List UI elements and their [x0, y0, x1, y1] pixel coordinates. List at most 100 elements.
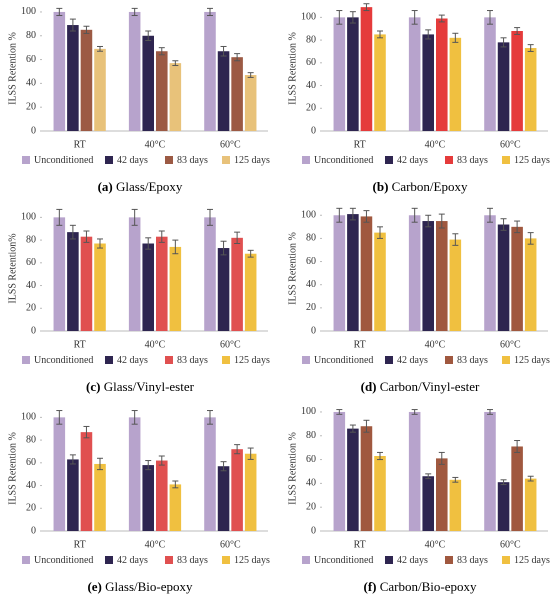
y-axis-label: ILSS Retention% [7, 233, 18, 303]
y-tick-label: 60 [26, 257, 36, 268]
bar [374, 456, 386, 531]
error-bar [377, 30, 384, 39]
bar [484, 17, 496, 132]
x-tick-label: 40°C [425, 339, 446, 350]
error-bar [452, 476, 459, 483]
error-bar [336, 409, 343, 415]
legend-label: Unconditioned [314, 555, 373, 566]
legend-label: 125 days [514, 555, 550, 566]
y-axis-label: ILSS Retention % [287, 32, 298, 105]
error-bar [172, 60, 179, 67]
error-bar [220, 240, 227, 256]
caption-label: (c) [86, 379, 100, 394]
legend-swatch [445, 356, 453, 364]
y-tick-label: 100 [301, 406, 316, 417]
legend-label: 83 days [177, 155, 208, 166]
error-bar [206, 7, 213, 17]
y-tick-label: 60 [26, 54, 36, 65]
error-bar [247, 249, 254, 258]
panel: ILSS Retention % 0 20 40 60 80 100 RT 40°C 60°C Un… [7, 6, 270, 194]
bar [511, 31, 523, 131]
bar [217, 51, 230, 131]
error-bar [349, 424, 356, 433]
legend-label: 42 days [397, 555, 428, 566]
y-tick-label: 20 [306, 302, 316, 313]
bar [436, 221, 448, 331]
y-tick-label: 100 [21, 412, 36, 423]
legend-label: 42 days [117, 555, 148, 566]
x-tick-label: 60°C [220, 139, 241, 150]
bar [80, 432, 93, 531]
error-bar [425, 29, 432, 40]
legend-swatch [22, 156, 30, 164]
caption-label: (d) [361, 379, 377, 394]
y-tick-label: 20 [26, 503, 36, 514]
panel: ILSS Retention % 0 20 40 60 80 100 RT 40°C 60°C Un… [7, 410, 270, 594]
error-bar [158, 230, 165, 243]
legend-swatch [222, 556, 230, 564]
bar [231, 449, 243, 531]
x-tick-label: 60°C [220, 339, 241, 350]
bar [244, 453, 257, 531]
y-tick-label: 100 [301, 210, 316, 221]
bar [169, 484, 182, 531]
legend-swatch [502, 556, 510, 564]
caption-label: (a) [98, 179, 113, 194]
panel: ILSS Retention % 0 20 40 60 80 100 RT 40°C 60°C Un… [287, 406, 550, 594]
y-tick-label: 100 [21, 212, 36, 223]
bar [347, 214, 359, 331]
bar [360, 7, 373, 132]
error-bar [247, 447, 254, 460]
error-bar [158, 455, 165, 466]
x-tick-label: 60°C [500, 339, 521, 350]
bar [524, 48, 537, 131]
bar [53, 217, 66, 331]
legend-label: 42 days [117, 355, 148, 366]
caption-text: Carbon/Bio-epoxy [380, 579, 477, 594]
bar [484, 215, 496, 331]
error-bar [56, 7, 63, 17]
y-tick-label: 80 [306, 430, 316, 441]
y-tick-label: 0 [31, 325, 36, 336]
bar [244, 75, 257, 131]
error-bar [500, 218, 507, 231]
legend-label: 125 days [234, 355, 270, 366]
bar [360, 426, 373, 531]
error-bar [206, 208, 213, 226]
panel: ILSS Retention% 0 20 40 60 80 100 RT 40°C 60°C Unc… [7, 208, 270, 394]
caption: (b) Carbon/Epoxy [373, 179, 468, 194]
y-tick-label: 40 [306, 279, 316, 290]
legend-swatch [165, 556, 173, 564]
legend-swatch [445, 156, 453, 164]
x-tick-label: 60°C [500, 539, 521, 550]
error-bar [234, 231, 241, 244]
y-tick-label: 20 [306, 103, 316, 114]
panel: ILSS Retention % 0 20 40 60 80 100 RT 40°C 60°C Un… [287, 3, 550, 194]
bar [80, 29, 93, 131]
error-bar [69, 224, 76, 240]
x-tick-label: RT [354, 539, 366, 550]
bar [94, 463, 106, 531]
legend-swatch [385, 156, 393, 164]
error-bar [500, 479, 507, 486]
error-bar [234, 444, 241, 455]
bar [333, 17, 346, 132]
error-bar [438, 14, 445, 23]
error-bar [425, 473, 432, 480]
y-axis-label: ILSS Retention % [287, 432, 298, 505]
legend-swatch [445, 556, 453, 564]
bar [204, 11, 216, 132]
bar [408, 215, 421, 331]
caption-label: (f) [363, 579, 376, 594]
bar [449, 37, 462, 132]
bar [80, 236, 93, 331]
bar [128, 11, 141, 132]
x-tick-label: RT [354, 139, 366, 150]
x-tick-label: 60°C [220, 539, 241, 550]
bar [436, 18, 448, 131]
legend-label: 42 days [117, 155, 148, 166]
error-bar [336, 207, 343, 223]
x-tick-label: RT [74, 139, 86, 150]
legend-swatch [302, 556, 310, 564]
